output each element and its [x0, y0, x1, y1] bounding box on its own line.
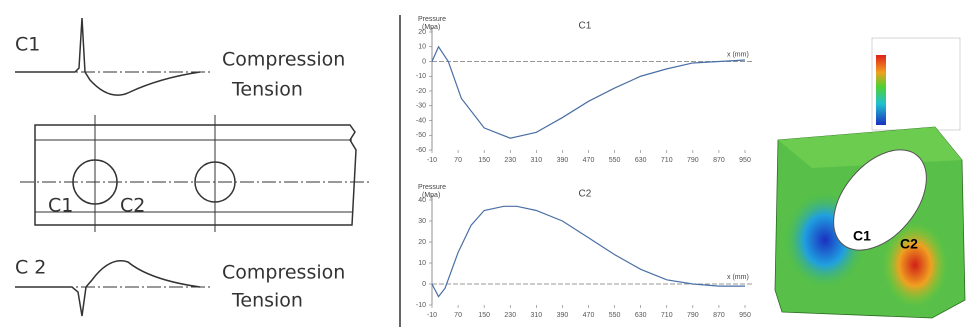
- fea-model: [775, 38, 965, 318]
- page: {"sketch": {"profiles": [ {"label": "C1"…: [0, 0, 971, 332]
- profile-curve: [15, 18, 200, 95]
- y-axis-label: (Mpa): [422, 192, 440, 199]
- y-tick-label: -60: [416, 147, 426, 154]
- x-tick-label: 550: [609, 157, 621, 164]
- y-tick-label: -30: [416, 103, 426, 110]
- x-tick-label: 870: [713, 312, 725, 319]
- x-tick-label: 710: [661, 312, 673, 319]
- tension-label: Tension: [231, 79, 303, 101]
- profile-label: C 2: [15, 257, 46, 279]
- y-tick-label: 0: [422, 58, 426, 65]
- x-tick-label: 150: [478, 157, 490, 164]
- y-axis-label: Pressure: [418, 184, 446, 191]
- x-tick-label: 790: [687, 157, 699, 164]
- x-axis-label: x (mm): [727, 51, 749, 58]
- y-tick-label: 10: [418, 44, 426, 51]
- tension-label: Tension: [231, 290, 303, 312]
- y-tick-label: -40: [416, 117, 426, 124]
- x-tick-label: 230: [504, 312, 516, 319]
- x-tick-label: 630: [635, 157, 647, 164]
- x-tick-label: 150: [478, 312, 490, 319]
- y-tick-label: -10: [416, 302, 426, 309]
- data-line: [432, 47, 745, 138]
- y-tick-label: 20: [418, 239, 426, 246]
- x-tick-label: 390: [557, 312, 569, 319]
- compression-label: Compression: [222, 49, 345, 71]
- x-tick-label: 630: [635, 312, 647, 319]
- fea-label: C1: [853, 228, 871, 244]
- y-tick-label: -50: [416, 132, 426, 139]
- y-tick-label: 30: [418, 218, 426, 225]
- y-axis-label: Pressure: [418, 16, 446, 23]
- plate-label: C2: [120, 195, 145, 217]
- y-tick-label: -20: [416, 88, 426, 95]
- y-tick-label: 0: [422, 281, 426, 288]
- compression-label: Compression: [222, 262, 345, 284]
- chart-title: C2: [579, 189, 592, 200]
- x-tick-label: -10: [427, 157, 437, 164]
- x-tick-label: 470: [583, 312, 595, 319]
- x-tick-label: 310: [530, 157, 542, 164]
- y-tick-label: -10: [416, 73, 426, 80]
- y-tick-label: 10: [418, 260, 426, 267]
- chart-title: C1: [579, 21, 592, 32]
- x-tick-label: 390: [557, 157, 569, 164]
- x-tick-label: 950: [739, 312, 751, 319]
- x-tick-label: 70: [454, 157, 462, 164]
- x-tick-label: 790: [687, 312, 699, 319]
- fea-label: C2: [900, 236, 918, 252]
- plate-label: C1: [48, 195, 73, 217]
- x-axis-label: x (mm): [727, 274, 749, 281]
- x-tick-label: -10: [427, 312, 437, 319]
- x-tick-label: 550: [609, 312, 621, 319]
- figure: C1 Compression Tension C1 C2 C 2 Compres…: [0, 0, 971, 327]
- x-tick-label: 70: [454, 312, 462, 319]
- x-tick-label: 950: [739, 157, 751, 164]
- y-axis-label: (Mpa): [422, 24, 440, 31]
- x-tick-label: 310: [530, 312, 542, 319]
- profile-label: C1: [15, 34, 40, 56]
- x-tick-label: 470: [583, 157, 595, 164]
- x-tick-label: 710: [661, 157, 673, 164]
- fea-legend-scale: [876, 55, 886, 125]
- x-tick-label: 870: [713, 157, 725, 164]
- data-line: [432, 206, 745, 296]
- x-tick-label: 230: [504, 157, 516, 164]
